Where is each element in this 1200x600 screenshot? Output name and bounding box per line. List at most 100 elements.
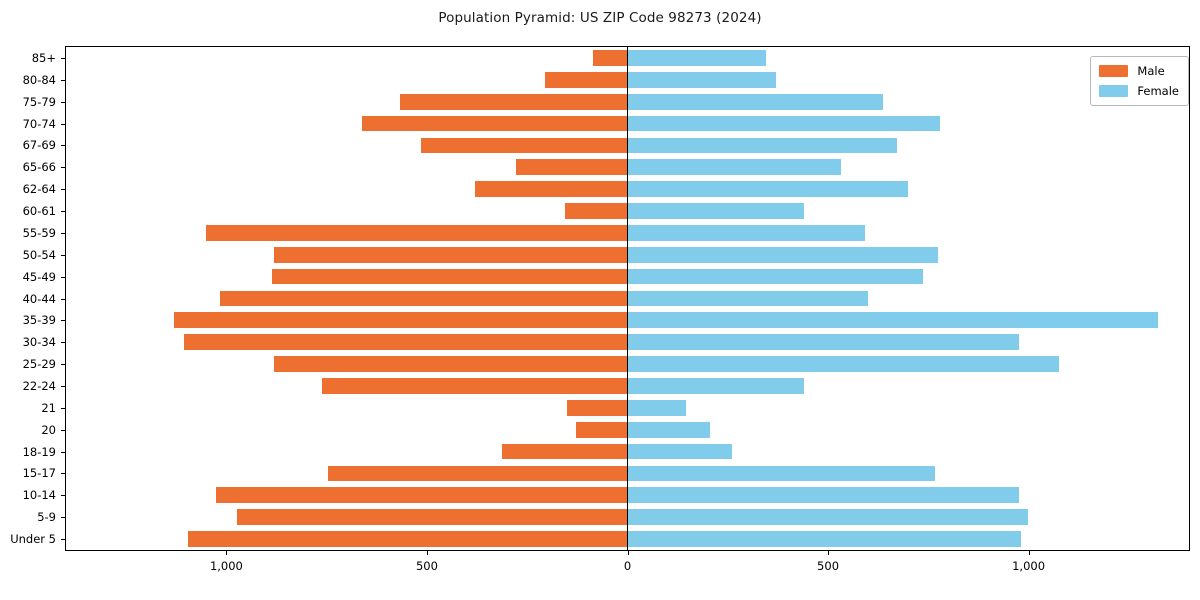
y-axis-tick: [61, 232, 65, 234]
y-axis-tick: [61, 385, 65, 387]
x-axis-tick: [828, 551, 830, 555]
y-axis-tick: [61, 123, 65, 125]
bar-male: [501, 443, 628, 460]
y-axis-tick-label: 5-9: [37, 510, 56, 525]
bar-female: [627, 487, 1019, 504]
y-axis-tick-label: 18-19: [22, 444, 56, 459]
x-axis-tick-label: 0: [623, 559, 632, 573]
pyramid-row: [66, 71, 1189, 88]
pyramid-row: [66, 181, 1189, 197]
y-axis-tick: [61, 145, 65, 147]
x-axis-tick: [226, 551, 228, 555]
y-axis-tick: [61, 298, 65, 300]
bar-male: [576, 421, 628, 438]
x-axis-tick-label: 500: [415, 559, 438, 573]
y-axis-tick-label: 35-39: [22, 313, 56, 328]
legend-label-female: Female: [1137, 84, 1179, 98]
bar-female: [627, 290, 869, 307]
y-axis-tick-label: 55-59: [22, 225, 56, 240]
bar-male: [273, 356, 628, 372]
bar-male: [400, 93, 628, 110]
y-axis-tick-label: 45-49: [22, 269, 56, 284]
bar-male: [362, 115, 628, 132]
pyramid-row: [66, 203, 1189, 219]
y-axis-tick-label: 85+: [31, 50, 56, 65]
y-axis-tick-label: 67-69: [22, 138, 56, 153]
bar-male: [220, 290, 628, 307]
pyramid-row: [66, 531, 1189, 547]
bar-female: [627, 378, 804, 394]
y-axis-tick: [61, 101, 65, 103]
x-axis: 1,000 500 0 500 1,000: [65, 551, 1190, 591]
bar-male: [567, 399, 628, 416]
pyramid-row: [66, 443, 1189, 460]
y-axis-tick-label: 10-14: [22, 488, 56, 503]
bar-female: [627, 465, 935, 482]
y-axis-tick-label: 60-61: [22, 204, 56, 219]
bar-female: [627, 334, 1019, 351]
bar-male: [516, 159, 628, 176]
legend-swatch-female: [1099, 85, 1129, 97]
x-axis-tick: [426, 551, 428, 555]
chart-title: Population Pyramid: US ZIP Code 98273 (2…: [438, 10, 762, 26]
y-axis-tick: [61, 451, 65, 453]
bar-male: [593, 50, 628, 66]
y-axis-tick: [61, 276, 65, 278]
pyramid-row: [66, 509, 1189, 526]
y-axis-tick: [61, 211, 65, 213]
bar-male: [420, 137, 628, 154]
y-axis-tick-label: 21: [41, 400, 56, 415]
bar-female: [627, 509, 1028, 526]
y-axis-tick: [61, 364, 65, 366]
bar-female: [627, 71, 777, 88]
y-axis-tick: [61, 517, 65, 519]
bar-female: [627, 399, 686, 416]
pyramid-row: [66, 93, 1189, 110]
pyramid-row: [66, 159, 1189, 176]
pyramid-row: [66, 50, 1189, 66]
y-axis-tick: [61, 320, 65, 322]
pyramid-row: [66, 312, 1189, 329]
y-axis-tick-label: Under 5: [10, 532, 56, 547]
y-axis-tick: [61, 79, 65, 81]
y-axis-tick: [61, 539, 65, 541]
y-axis-tick: [61, 57, 65, 59]
x-axis-tick-label: 500: [817, 559, 840, 573]
bar-male: [205, 225, 628, 241]
pyramid-row: [66, 487, 1189, 504]
pyramid-row: [66, 399, 1189, 416]
bar-female: [627, 246, 938, 263]
pyramid-row: [66, 268, 1189, 285]
x-axis-tick: [1028, 551, 1030, 555]
bar-male: [215, 487, 628, 504]
y-axis-tick-label: 20: [41, 422, 56, 437]
pyramid-row: [66, 225, 1189, 241]
bar-female: [627, 115, 940, 132]
y-axis-tick: [61, 254, 65, 256]
y-axis-tick-label: 80-84: [22, 72, 56, 87]
y-axis-tick: [61, 189, 65, 191]
bar-female: [627, 356, 1060, 372]
bar-female: [627, 268, 924, 285]
pyramid-row: [66, 334, 1189, 351]
pyramid-row: [66, 246, 1189, 263]
y-axis-tick: [61, 342, 65, 344]
bar-male: [564, 203, 628, 219]
bar-male: [187, 531, 628, 547]
bar-male: [183, 334, 628, 351]
bar-male: [474, 181, 628, 197]
bar-male: [327, 465, 628, 482]
y-axis-tick-label: 30-34: [22, 335, 56, 350]
y-axis-tick-label: 25-29: [22, 357, 56, 372]
pyramid-row: [66, 465, 1189, 482]
y-axis-tick-label: 40-44: [22, 291, 56, 306]
y-axis-tick-label: 75-79: [22, 94, 56, 109]
y-axis-tick-label: 50-54: [22, 247, 56, 262]
bar-male: [174, 312, 628, 329]
y-axis-tick: [61, 407, 65, 409]
pyramid-row: [66, 378, 1189, 394]
bar-male: [236, 509, 628, 526]
x-axis-tick-label: 1,000: [1012, 559, 1046, 573]
bar-female: [627, 312, 1159, 329]
